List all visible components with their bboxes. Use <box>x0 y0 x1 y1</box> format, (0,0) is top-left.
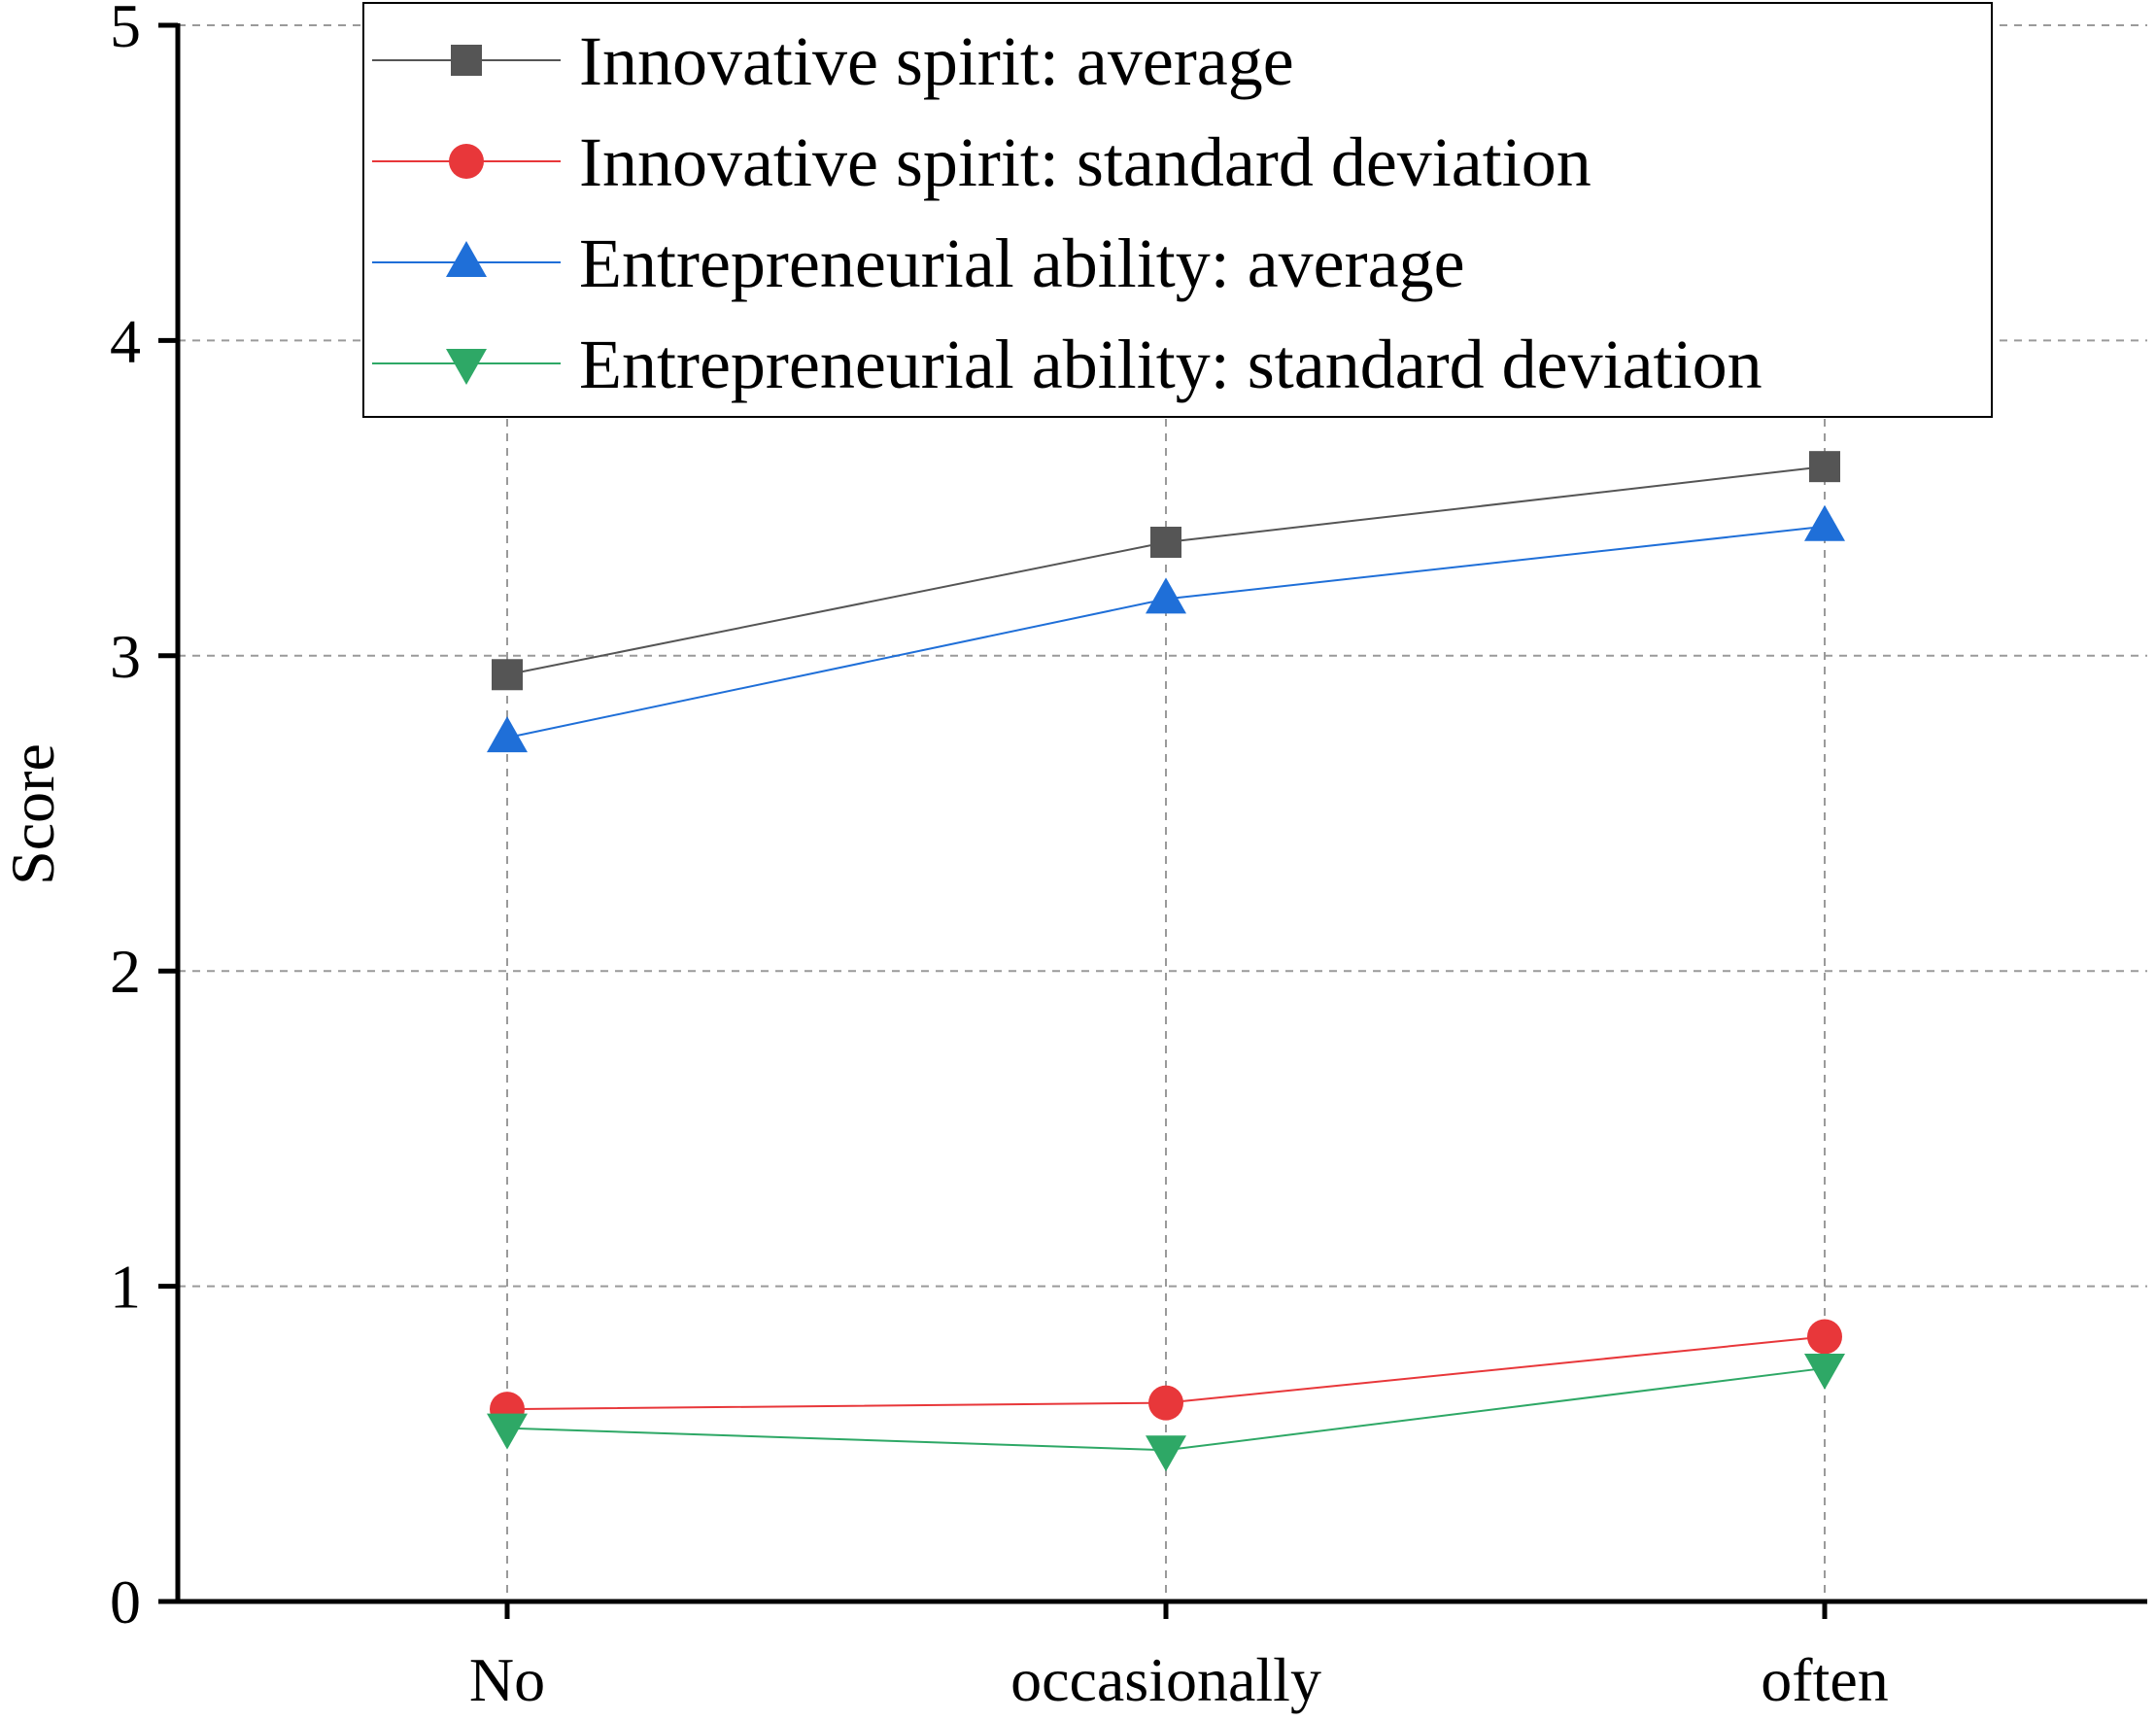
legend-box <box>362 2 1993 418</box>
legend-label: Innovative spirit: average <box>579 22 1294 100</box>
legend-item: Entrepreneurial ability: average <box>372 224 1465 302</box>
legend-label: Innovative spirit: standard deviation <box>579 123 1591 201</box>
data-point <box>1150 527 1181 559</box>
data-point <box>1804 1353 1845 1390</box>
axes: 0 1 2 3 4 5 No occasionally often <box>110 0 2147 1714</box>
x-tick-label: No <box>469 1645 545 1714</box>
series-1 <box>492 451 1840 691</box>
series-3 <box>487 504 1845 753</box>
legend-marker <box>451 45 482 76</box>
y-tick-label: 4 <box>110 306 141 375</box>
data-point <box>492 659 523 691</box>
legend-item: Innovative spirit: average <box>372 22 1294 100</box>
data-point <box>1146 1435 1186 1472</box>
y-tick-label: 3 <box>110 622 141 691</box>
data-point <box>487 716 528 753</box>
legend-marker <box>449 144 484 179</box>
data-point <box>1807 1319 1842 1355</box>
series-2 <box>490 1319 1842 1428</box>
legend-label: Entrepreneurial ability: standard deviat… <box>579 326 1762 403</box>
data-point <box>1809 451 1840 483</box>
data-point <box>1146 577 1186 614</box>
x-tick-label: occasionally <box>1010 1645 1321 1714</box>
y-tick-label: 2 <box>110 937 141 1006</box>
legend-item: Innovative spirit: standard deviation <box>372 123 1591 201</box>
data-point <box>487 1413 528 1450</box>
x-tick-label: often <box>1761 1645 1889 1714</box>
legend-item: Entrepreneurial ability: standard deviat… <box>372 326 1762 403</box>
y-tick-label: 0 <box>110 1567 141 1636</box>
data-point <box>1804 504 1845 541</box>
y-tick-label: 1 <box>110 1253 141 1322</box>
series-4 <box>487 1353 1845 1472</box>
series-line <box>506 525 1826 740</box>
y-axis-title: Score <box>0 743 67 885</box>
series-group <box>487 451 1845 1472</box>
y-tick-label: 5 <box>110 0 141 60</box>
legend-label: Entrepreneurial ability: average <box>579 224 1465 302</box>
legend-marker <box>446 241 487 277</box>
data-point <box>1148 1385 1183 1421</box>
legend-marker <box>446 349 487 385</box>
legend: Innovative spirit: average Innovative spi… <box>362 2 1993 418</box>
